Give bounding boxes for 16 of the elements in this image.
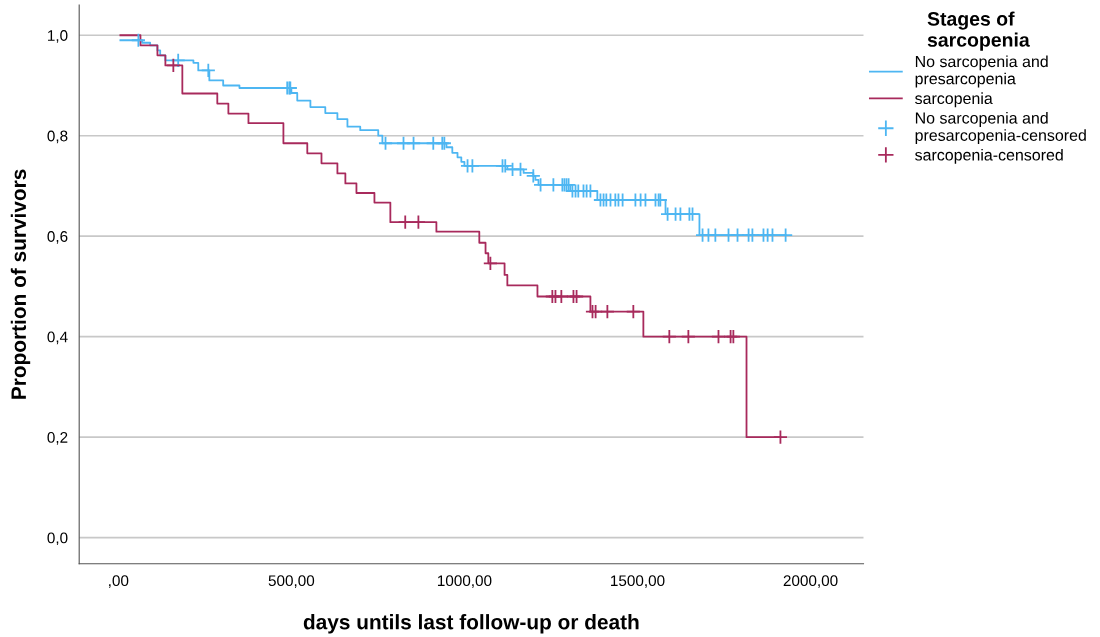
legend-label: sarcopenia xyxy=(915,92,993,108)
x-tick-label: 1000,00 xyxy=(437,575,492,588)
y-axis-title: Proportion of survivors xyxy=(10,169,31,399)
y-tick-label: 0,8 xyxy=(47,130,68,144)
y-tick-label: 0,6 xyxy=(47,231,68,244)
y-tick-label: 0,2 xyxy=(47,432,68,445)
y-tick-label: 0,4 xyxy=(47,331,68,345)
y-tick-label: 0,0 xyxy=(47,532,68,546)
x-tick-label: 500,00 xyxy=(268,575,315,588)
x-axis-title: days untils last follow-up or death xyxy=(303,614,639,634)
x-tick-label: 2000,00 xyxy=(783,575,838,588)
legend-title: Stages of sarcopenia xyxy=(927,11,1030,51)
y-tick-label: 1,0 xyxy=(48,30,68,43)
x-tick-label: ,00 xyxy=(109,575,129,588)
legend-label: sarcopenia-censored xyxy=(915,148,1063,164)
x-tick-label: 1500,00 xyxy=(611,575,665,588)
